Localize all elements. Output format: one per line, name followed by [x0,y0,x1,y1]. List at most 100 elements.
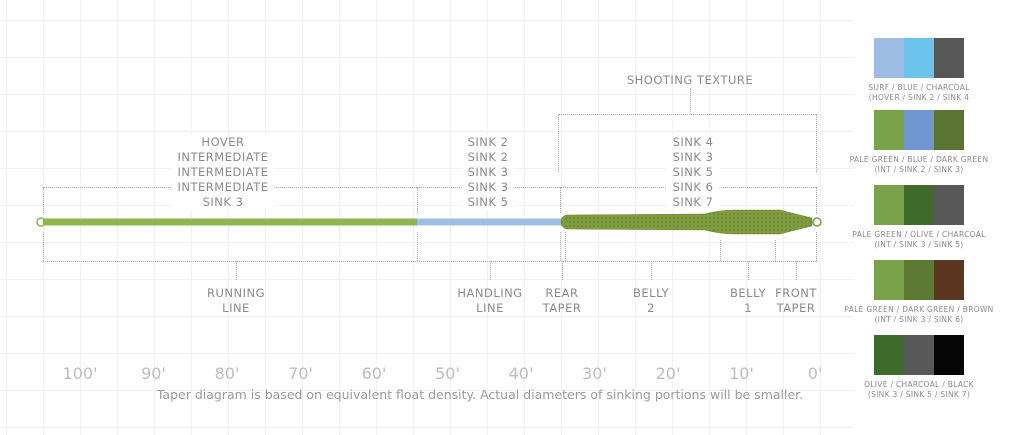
label-line: SINK 3 [467,165,509,179]
swatch-label: PALE GREEN / BLUE / DARK GREEN (INT / SIN… [850,155,989,175]
color-swatch[interactable] [874,38,964,78]
label-line: LINE [222,301,250,315]
grid-line [154,0,155,435]
label-line: INTERMEDIATE [177,150,269,164]
swatch-color [874,335,904,375]
handling-line [417,218,562,226]
bracket-line [43,261,816,262]
bracket-tick [796,261,797,280]
caption: Taper diagram is based on equivalent flo… [156,387,804,402]
label-line: FRONT [775,286,817,300]
bracket-tick [816,114,817,172]
swatch-density: (INT / SINK 3 / SINK 6) [874,315,964,324]
label-line: REAR [545,286,579,300]
grid-line [376,0,377,435]
label-line: HOVER [201,135,245,149]
grid-line [191,0,192,435]
grid-line [0,131,854,132]
label-line: SINK 5 [467,195,509,209]
axis-tick-label: 70' [288,364,313,383]
bracket-tick [558,114,559,172]
label-line: SINK 4 [672,135,714,149]
bracket-tick [43,187,44,213]
swatch-name: PALE GREEN / BLUE / DARK GREEN [849,155,989,164]
bracket-tick [720,240,721,261]
color-swatch[interactable] [874,110,964,150]
grid-line [561,0,562,435]
top-group-label: SINK 4 SINK 3 SINK 5 SINK 6 SINK 7 [666,135,720,210]
bracket-tick [748,261,749,280]
grid-line [0,168,854,169]
axis-tick-label: 100' [62,364,98,383]
bracket-tick [560,232,561,261]
swatch-color [874,260,904,300]
grid-line [265,0,266,435]
swatch-label: PALE GREEN / OLIVE / CHARCOAL (INT / SINK… [852,230,985,250]
bracket-line [558,114,816,115]
label-line: 1 [744,301,752,315]
swatch-color [934,335,964,375]
bracket-tick [775,240,776,261]
label-line: INTERMEDIATE [177,165,269,179]
grid-line [43,0,44,435]
bracket-tick [417,187,418,213]
grid-line [302,0,303,435]
grid-line [6,0,7,435]
axis-tick-label: 40' [508,364,534,383]
grid-line [0,390,854,391]
swatch-color [934,260,964,300]
color-swatch[interactable] [874,185,964,225]
label-line: RUNNING [206,286,266,300]
top-group-label: SINK 2 SINK 2 SINK 3 SINK 3 SINK 5 [461,135,515,210]
label-line: SINK 2 [467,135,509,149]
color-swatch[interactable] [874,260,964,300]
swatch-label: OLIVE / CHARCOAL / BLACK (SINK 3 / SINK 5… [864,380,974,400]
swatch-color [904,110,934,150]
label-line: SINK 3 [672,150,714,164]
swatch-color [874,185,904,225]
grid-line [117,0,118,435]
swatch-label: SURF / BLUE / CHARCOAL (HOVER / SINK 2 / … [868,83,969,103]
grid-line [820,0,821,435]
bracket-tick [690,88,691,114]
bracket-tick [490,261,491,280]
grid-line [228,0,229,435]
color-swatch[interactable] [874,335,964,375]
swatch-label: PALE GREEN / DARK GREEN / BROWN (INT / SI… [844,305,993,325]
label-line: 2 [647,301,655,315]
bracket-tick [651,261,652,280]
grid-line [0,20,854,21]
swatch-density: (INT / SINK 2 / SINK 3) [874,165,964,174]
label-line: HANDLING [457,286,523,300]
label-line: TAPER [542,301,582,315]
front-loop [812,217,822,227]
grid-line [0,427,854,428]
grid-line [80,0,81,435]
swatch-color [874,110,904,150]
label-line: SINK 7 [672,195,714,209]
label-line: BELLY [730,286,766,300]
label-line: BELLY [633,286,669,300]
section-label: REAR TAPER [543,286,582,316]
section-label: BELLY 1 [730,286,766,316]
bracket-tick [816,232,817,261]
swatch-color [904,185,934,225]
grid-line [0,205,854,206]
swatch-name: OLIVE / CHARCOAL / BLACK [864,380,974,389]
top-group-label: HOVER INTERMEDIATE INTERMEDIATE INTERMEDIAT… [171,135,275,210]
fly-line-diagram [36,209,822,235]
axis-tick-label: 0' [807,364,823,383]
swatch-name: PALE GREEN / DARK GREEN / BROWN [844,305,994,314]
bracket-tick [417,232,418,261]
label-line: SINK 5 [672,165,714,179]
grid-line [0,279,854,280]
shooting-texture-label: SHOOTING TEXTURE [626,73,754,87]
grid-line [0,353,854,354]
grid-line [0,316,854,317]
bracket-tick [560,187,561,213]
label-line: SINK 6 [672,180,714,194]
section-label: BELLY 2 [633,286,669,316]
label-line: SINK 3 [467,180,509,194]
label-line: SINK 2 [467,150,509,164]
